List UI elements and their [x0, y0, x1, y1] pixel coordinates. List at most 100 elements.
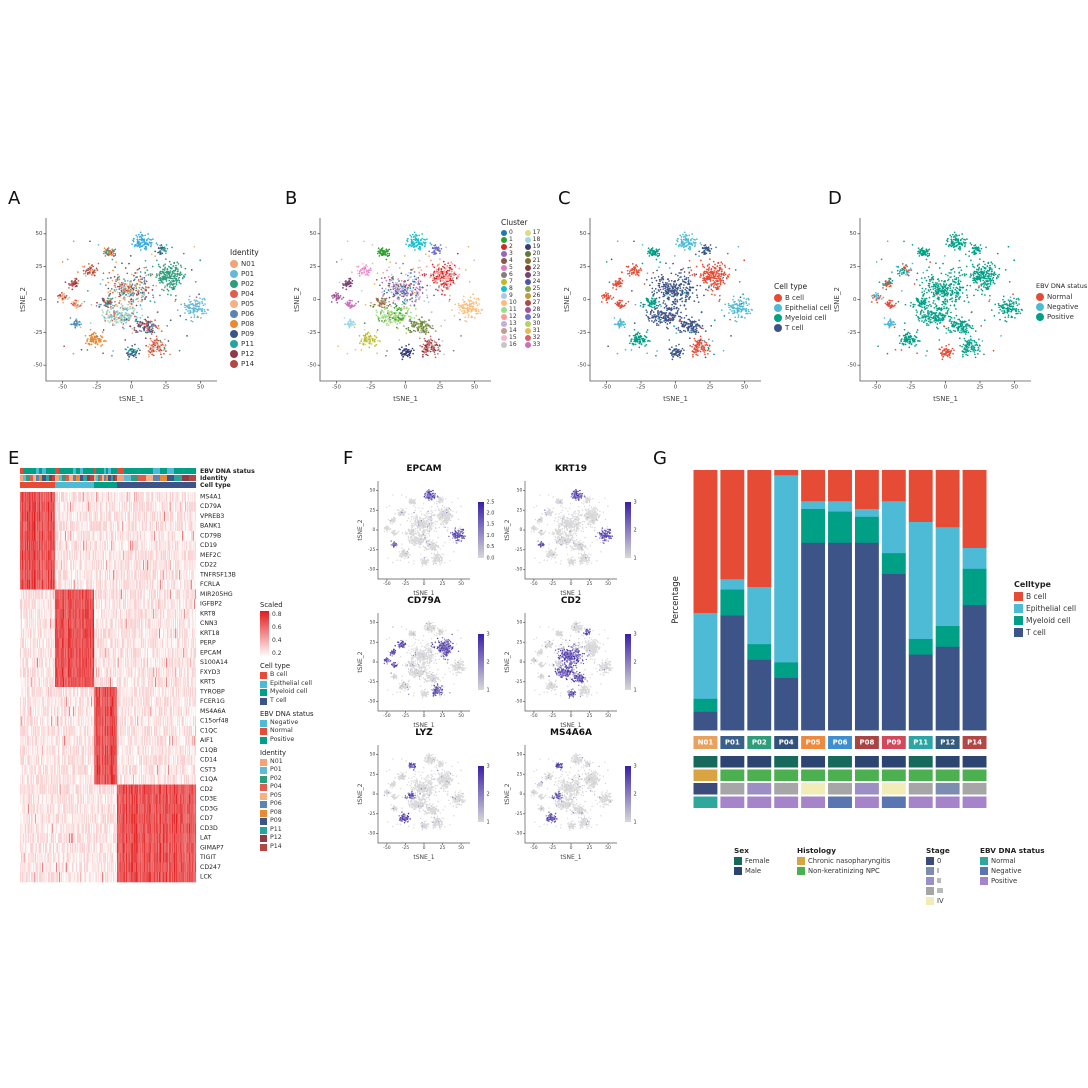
legend-swatch: [501, 293, 507, 299]
legend-item: Epithelial cell: [774, 304, 832, 312]
legend-label: 9: [509, 292, 513, 299]
legend-swatch: [797, 867, 805, 875]
legend-item: N01: [260, 757, 350, 766]
legend-swatch: [524, 265, 531, 271]
legend-label: III: [937, 886, 944, 895]
legend-item: 18: [524, 236, 541, 243]
legend-item: 5: [501, 265, 517, 271]
legend-swatch: [1014, 604, 1023, 613]
legend-swatch: [774, 294, 782, 302]
legend-swatch: [501, 265, 507, 271]
legend-item: 10: [501, 300, 517, 306]
legend-label: 28: [532, 306, 541, 313]
legend-swatch: [524, 307, 531, 313]
legend-swatch: [501, 258, 507, 264]
legend-item: Normal: [1036, 293, 1087, 301]
legend-swatch: [230, 270, 238, 278]
legend-item: 27: [524, 300, 540, 306]
legend-item: P11: [260, 826, 350, 834]
legend-swatch: [501, 279, 507, 285]
scaled-gradient-bar: [260, 611, 269, 657]
feature-block-cd2: CD2: [503, 596, 651, 731]
legend-item: P02: [260, 775, 350, 783]
ebv-status-legend: EBV DNA status Normal Negative Positive: [980, 846, 1045, 887]
legend-label: P11: [241, 339, 255, 348]
legend-swatch: [797, 857, 805, 865]
legend-swatch: [524, 328, 531, 334]
legend-swatch: [980, 857, 988, 865]
legend-item: P06: [230, 310, 259, 318]
legend-swatch: [524, 251, 531, 257]
legend-swatch: [926, 877, 934, 885]
legend-label: Epithelial cell: [785, 303, 832, 312]
legend-swatch: [524, 244, 531, 250]
legend-label: Normal: [991, 856, 1016, 865]
legend-label: 24: [532, 278, 541, 285]
legend-label: N01: [241, 259, 256, 268]
legend-swatch: [501, 307, 507, 313]
legend-label: Negative: [991, 866, 1022, 875]
legend-item: Positive: [980, 877, 1045, 885]
legend-item: 23: [524, 272, 540, 278]
legend-label: 31: [532, 327, 541, 334]
feature-plot-cd2: [503, 609, 651, 731]
legend-label: P05: [270, 791, 282, 799]
legend-label: 29: [532, 313, 541, 320]
heatmap-legends: Scaled 0.8 0.6 0.4 0.2 Cell type B cell Epit…: [260, 596, 350, 852]
legend-label: 18: [532, 236, 541, 243]
legend-swatch: [926, 897, 934, 905]
legend-item: Female: [734, 857, 770, 865]
celltype-legend-title: Cell type: [774, 282, 808, 291]
legend-item: 13: [501, 321, 517, 327]
legend-item: Negative: [1036, 303, 1087, 311]
feature-plot-ms4a6a: [503, 741, 651, 863]
legend-item: IV: [926, 897, 950, 905]
legend-swatch: [1014, 628, 1023, 637]
tsne-plot-ebv: [832, 212, 1037, 407]
legend-swatch: [501, 237, 507, 243]
legend-item: 21: [524, 258, 540, 264]
legend-item: 19: [524, 244, 540, 250]
legend-item: 24: [524, 278, 541, 285]
legend-label: Non-keratinizing NPC: [808, 866, 880, 875]
legend-swatch: [524, 293, 531, 299]
legend-label: 15: [509, 334, 517, 341]
hm-celltype-legend-title: Cell type: [260, 662, 291, 670]
legend-label: Negative: [270, 718, 299, 726]
legend-label: 16: [509, 341, 517, 348]
legend-label: P01: [270, 766, 282, 774]
legend-label: I: [937, 866, 940, 875]
celltype-legend: Cell type B cell Epithelial cell Myeloid c…: [774, 282, 832, 334]
legend-swatch: [260, 818, 267, 825]
legend-item: 7: [501, 279, 517, 285]
legend-swatch: [260, 736, 267, 744]
legend-item: 9: [501, 293, 517, 299]
legend-swatch: [524, 230, 531, 236]
legend-label: 13: [509, 320, 517, 327]
legend-swatch: [926, 887, 934, 895]
legend-swatch: [1036, 303, 1044, 311]
legend-swatch: [774, 314, 782, 322]
legend-label: N01: [270, 757, 283, 765]
legend-item: 30: [524, 321, 540, 327]
sex-legend-title: Sex: [734, 846, 749, 855]
legend-item: T cell: [1014, 628, 1076, 637]
marker-gene-heatmap: [20, 468, 255, 888]
sex-legend: Sex Female Male: [734, 846, 770, 877]
legend-swatch: [501, 251, 507, 257]
legend-item: P04: [260, 784, 350, 791]
feature-title-cd2: CD2: [560, 596, 582, 606]
feature-title-epcam: EPCAM: [406, 464, 442, 474]
stage-legend-title: Stage: [926, 846, 950, 855]
legend-label: T cell: [1026, 627, 1046, 637]
legend-item: Normal: [260, 728, 350, 735]
legend-label: Positive: [991, 876, 1018, 885]
identity-legend: Identity N01 P01 P02 P04 P05 P06 P08 P09 P11 P12 P…: [230, 248, 259, 370]
feature-title-ms4a6a: MS4A6A: [550, 728, 592, 738]
legend-item: P08: [260, 809, 350, 817]
legend-item: 33: [524, 342, 540, 348]
legend-item: 20: [524, 251, 540, 257]
legend-item: 17: [524, 230, 540, 236]
celltype-percentage-bar-chart: [666, 464, 1011, 839]
panel-a-label: A: [8, 188, 21, 209]
